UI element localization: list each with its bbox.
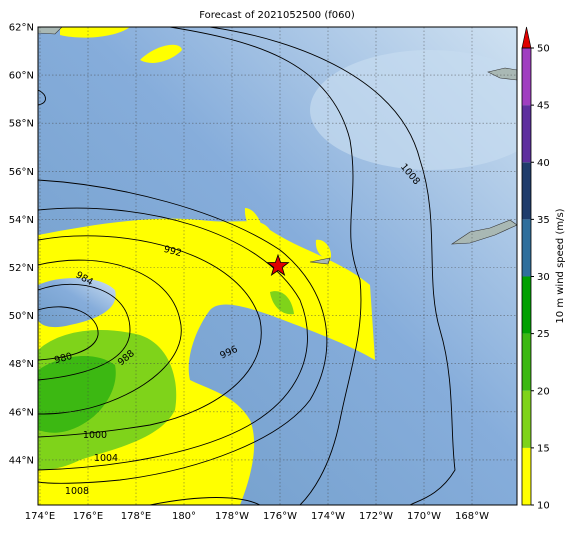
lat-label: 50°N xyxy=(9,311,34,322)
contour-label: 992 xyxy=(162,244,182,259)
colorbar: 10 15 20 25 30 35 40 45 50 xyxy=(521,26,550,512)
contour-label: 980 xyxy=(53,351,73,366)
lon-label: 178°E xyxy=(121,511,151,522)
lat-label: 52°N xyxy=(9,263,34,274)
lon-label: 176°W xyxy=(263,511,297,522)
colorbar-segment xyxy=(522,447,531,505)
colorbar-tick-label: 10 xyxy=(537,501,550,512)
lat-label: 56°N xyxy=(9,167,34,178)
colorbar-tick-label: 45 xyxy=(537,101,550,112)
colorbar-extension xyxy=(521,26,532,49)
colorbar-tick-label: 20 xyxy=(537,386,550,397)
colorbar-tick-label: 15 xyxy=(537,443,550,454)
map-frame xyxy=(37,26,518,506)
lat-label: 48°N xyxy=(9,359,34,370)
lat-label: 58°N xyxy=(9,119,34,130)
lat-label: 60°N xyxy=(9,71,34,82)
colorbar-segment xyxy=(522,105,531,163)
colorbar-segment xyxy=(522,390,531,448)
lon-label: 174°W xyxy=(311,511,345,522)
contour-label: 1000 xyxy=(83,430,107,441)
lat-label: 62°N xyxy=(9,23,34,34)
colorbar-tick-label: 35 xyxy=(537,215,550,226)
lat-label: 46°N xyxy=(9,407,34,418)
lon-label: 174°E xyxy=(25,511,55,522)
lat-label: 44°N xyxy=(9,455,34,466)
lon-label: 172°W xyxy=(359,511,393,522)
contour-label: 1004 xyxy=(94,453,118,464)
colorbar-tick-label: 25 xyxy=(537,329,550,340)
colorbar-label: 10 m wind speed (m/s) xyxy=(555,208,566,323)
lon-label: 168°W xyxy=(455,511,489,522)
colorbar-segment xyxy=(522,276,531,334)
lon-label: 170°W xyxy=(407,511,441,522)
map-area xyxy=(38,27,517,505)
contour-label: 1008 xyxy=(65,486,89,497)
colorbar-segment xyxy=(522,48,531,106)
lon-label: 178°W xyxy=(215,511,249,522)
lon-label: 180° xyxy=(172,511,196,522)
colorbar-tick-label: 40 xyxy=(537,158,550,169)
colorbar-segment xyxy=(522,219,531,277)
lon-label: 176°E xyxy=(73,511,103,522)
colorbar-tick-label: 50 xyxy=(537,44,550,55)
storm-center-marker xyxy=(266,253,290,276)
colorbar-tick-label: 30 xyxy=(537,272,550,283)
lat-label: 54°N xyxy=(9,215,34,226)
map-title: Forecast of 2021052500 (f060) xyxy=(199,10,355,21)
colorbar-segment xyxy=(522,162,531,220)
colorbar-segment xyxy=(522,333,531,391)
